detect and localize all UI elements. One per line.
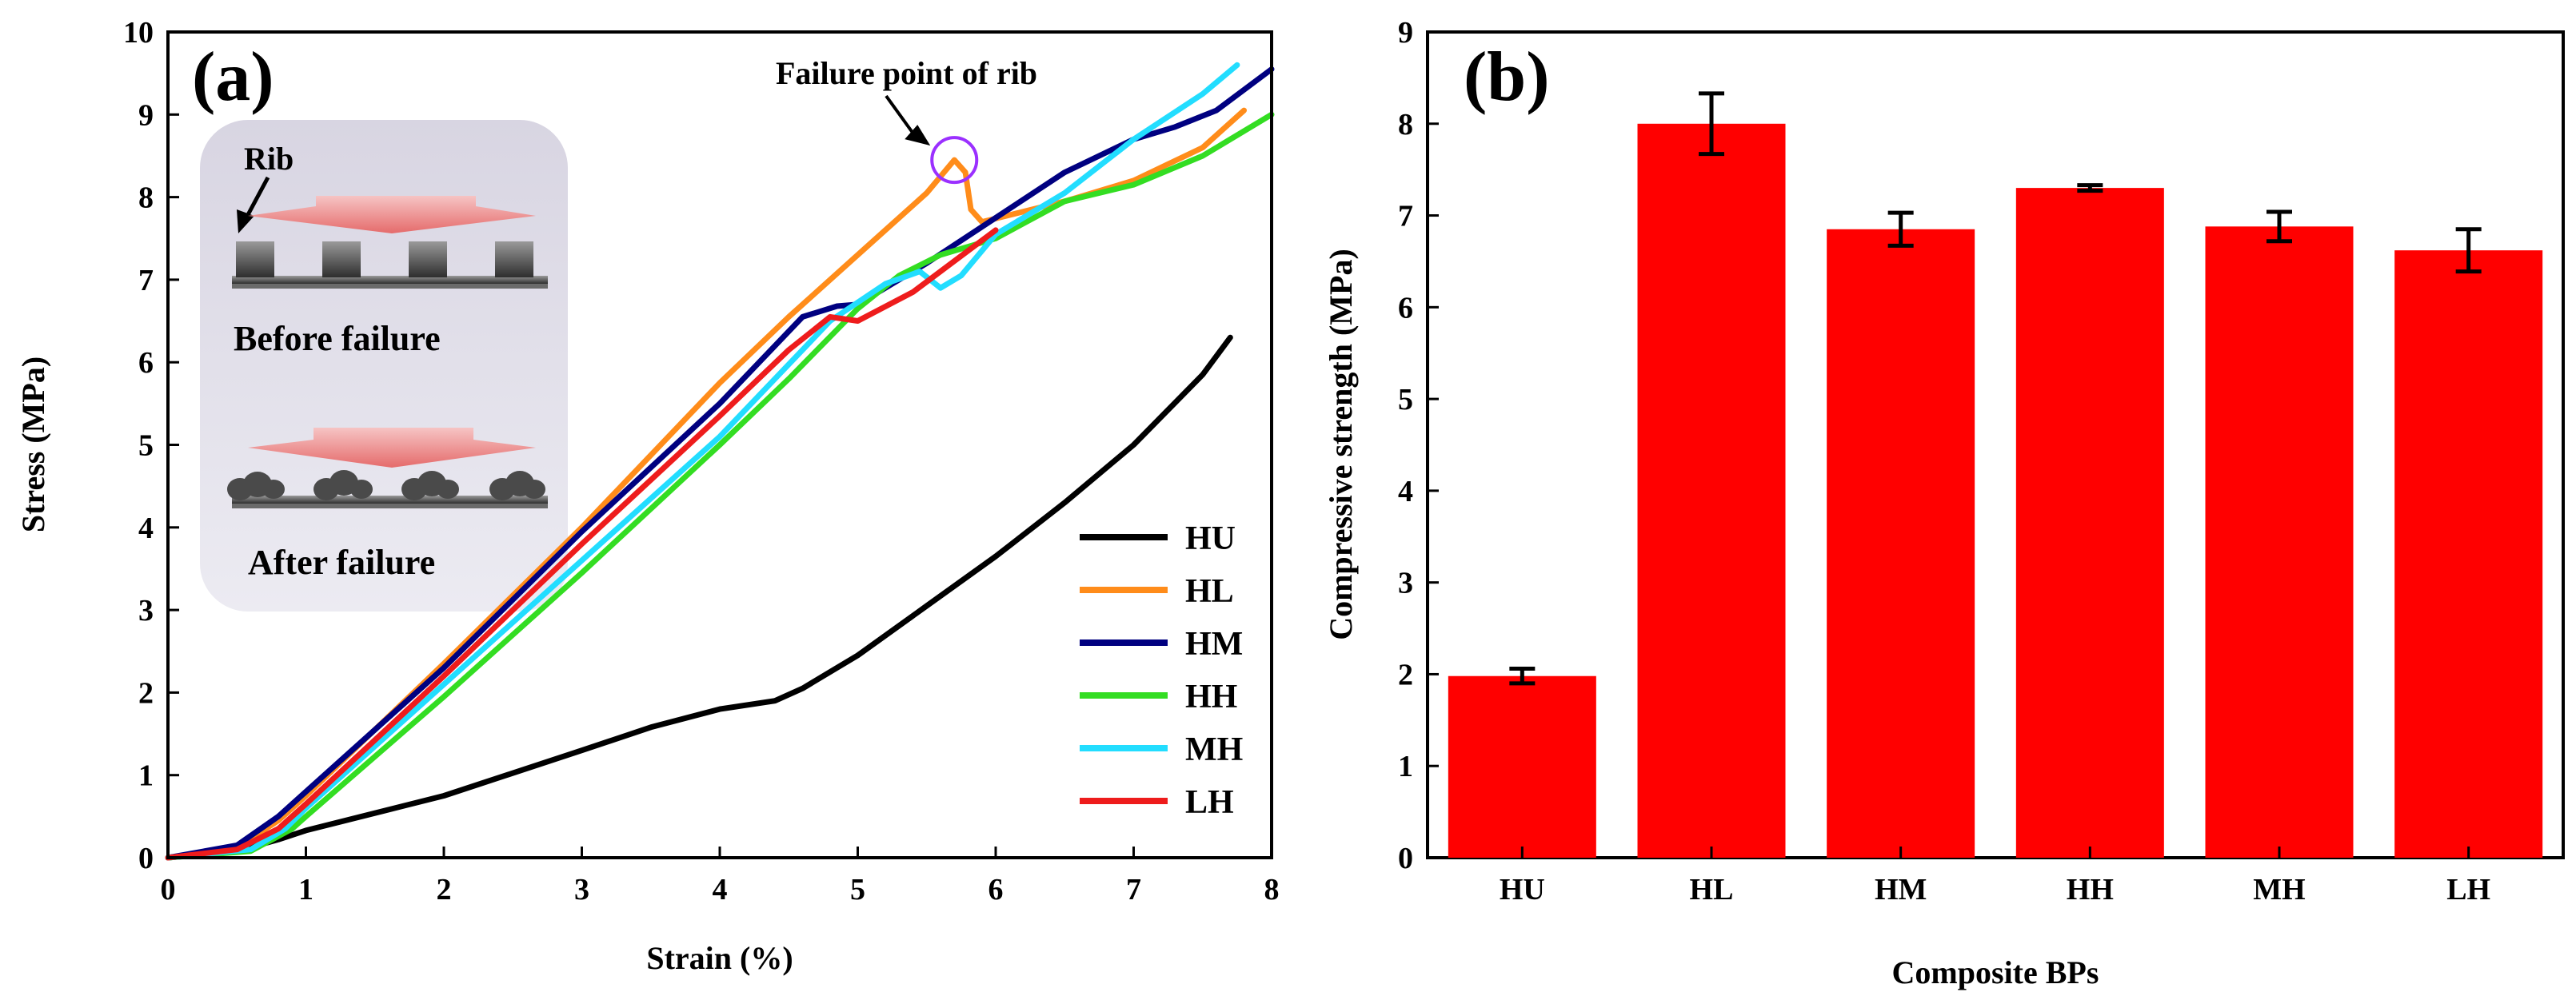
annotation-arrowhead — [905, 125, 931, 146]
y-tick-label-b: 1 — [1398, 750, 1413, 783]
inset-illustration: Rib Before failure After failure — [200, 120, 568, 612]
x-tick-label: 6 — [988, 873, 1004, 906]
x-tick-label: 3 — [574, 873, 589, 906]
y-tick-label: 0 — [138, 842, 154, 875]
y-tick-label: 4 — [138, 512, 154, 545]
y-tick-label-b: 0 — [1398, 842, 1413, 875]
plot-frame-b — [1426, 30, 2565, 859]
bar-mh — [2205, 226, 2354, 859]
y-tick-label: 9 — [138, 98, 154, 132]
load-arrow-before — [248, 196, 536, 233]
failure-point-circle — [930, 136, 979, 185]
legend-label-hu: HU — [1185, 520, 1236, 557]
y-tick-label-b: 6 — [1398, 291, 1413, 325]
x-tick-label-b: HM — [1875, 873, 1927, 906]
load-arrow-after — [248, 428, 536, 468]
x-tick-label: 1 — [298, 873, 314, 906]
legend-label-hm: HM — [1185, 626, 1243, 663]
panel-b-bar-chart: HU HL HM HH MH LH 0 1 2 3 4 5 6 7 8 9 (b) Composite BP… — [1323, 16, 2565, 990]
x-tick-label: 8 — [1264, 873, 1280, 906]
crushed-ribs — [227, 470, 545, 500]
y-tick-label: 3 — [138, 594, 154, 628]
legend-label-hh: HH — [1185, 679, 1237, 715]
plate-before — [232, 276, 548, 284]
bar-hl — [1637, 123, 1786, 858]
x-tick-label: 0 — [161, 873, 176, 906]
panel-a-line-chart: Rib Before failure After failure — [15, 16, 1280, 976]
rib-2 — [322, 241, 361, 277]
annotation-arrow-line — [885, 94, 914, 134]
x-axis: 0 1 2 3 4 5 6 7 8 — [161, 847, 1280, 906]
legend: HU HL HM HH MH LH — [1080, 520, 1243, 821]
plate-after-edge — [232, 504, 548, 508]
rib-1 — [236, 241, 274, 277]
x-tick-label-b: HL — [1690, 873, 1734, 906]
y-axis: 0 1 2 3 4 5 6 7 8 9 10 — [123, 16, 179, 875]
rib-pointer-arrowhead — [237, 209, 254, 233]
y-tick-label: 5 — [138, 429, 154, 463]
panel-label-a: (a) — [192, 38, 274, 116]
y-tick-label: 6 — [138, 346, 154, 380]
x-tick-label: 7 — [1126, 873, 1141, 906]
series-line-hm — [165, 66, 1275, 861]
y-axis-b: 0 1 2 3 4 5 6 7 8 9 — [1398, 16, 1439, 875]
series-group — [165, 62, 1275, 861]
y-tick-label: 2 — [138, 676, 154, 710]
y-axis-title-b: Compressive strength (MPa) — [1323, 249, 1359, 640]
y-tick-label-b: 4 — [1398, 475, 1413, 508]
plate-before-edge — [232, 284, 548, 289]
y-tick-label-b: 2 — [1398, 658, 1413, 691]
bar-lh — [2394, 250, 2543, 858]
x-tick-label-b: HH — [2067, 873, 2114, 906]
legend-label-hl: HL — [1185, 573, 1234, 610]
inset-background — [200, 120, 568, 612]
plate-after — [232, 496, 548, 504]
y-axis-title: Stress (MPa) — [15, 357, 51, 532]
legend-label-mh: MH — [1185, 731, 1243, 768]
inset-after-label: After failure — [248, 543, 435, 582]
x-tick-label: 5 — [850, 873, 865, 906]
y-tick-label: 7 — [138, 264, 154, 297]
x-tick-label: 2 — [437, 873, 452, 906]
x-tick-label-b: MH — [2253, 873, 2305, 906]
y-tick-label-b: 9 — [1398, 16, 1413, 50]
x-tick-label-b: HU — [1500, 873, 1545, 906]
y-tick-label-b: 3 — [1398, 567, 1413, 600]
y-tick-label: 1 — [138, 759, 154, 793]
x-axis-title: Strain (%) — [646, 940, 793, 976]
bar-hu — [1448, 675, 1596, 858]
x-tick-label: 4 — [713, 873, 728, 906]
series-line-hu — [165, 334, 1233, 861]
y-tick-label: 10 — [123, 16, 154, 50]
series-line-hh — [165, 111, 1275, 861]
bar-hm — [1827, 229, 1975, 858]
x-tick-label-b: LH — [2446, 873, 2490, 906]
series-line-mh — [165, 62, 1240, 861]
y-tick-label-b: 7 — [1398, 200, 1413, 233]
series-line-lh — [165, 227, 999, 861]
legend-label-lh: LH — [1185, 784, 1234, 821]
panel-label-b: (b) — [1464, 38, 1550, 116]
inset-rib-label: Rib — [244, 141, 294, 177]
bar-hh — [2015, 188, 2164, 859]
y-tick-label-b: 8 — [1398, 108, 1413, 141]
inset-before-label: Before failure — [234, 319, 441, 358]
x-axis-b: HU HL HM HH MH LH — [1500, 847, 2490, 906]
y-tick-label: 8 — [138, 181, 154, 215]
rib-3 — [409, 241, 447, 277]
failure-annotation: Failure point of rib — [776, 55, 1037, 91]
rib-4 — [495, 241, 533, 277]
x-axis-title-b: Composite BPs — [1892, 954, 2099, 990]
bars-group — [1448, 91, 2543, 859]
y-tick-label-b: 5 — [1398, 383, 1413, 416]
